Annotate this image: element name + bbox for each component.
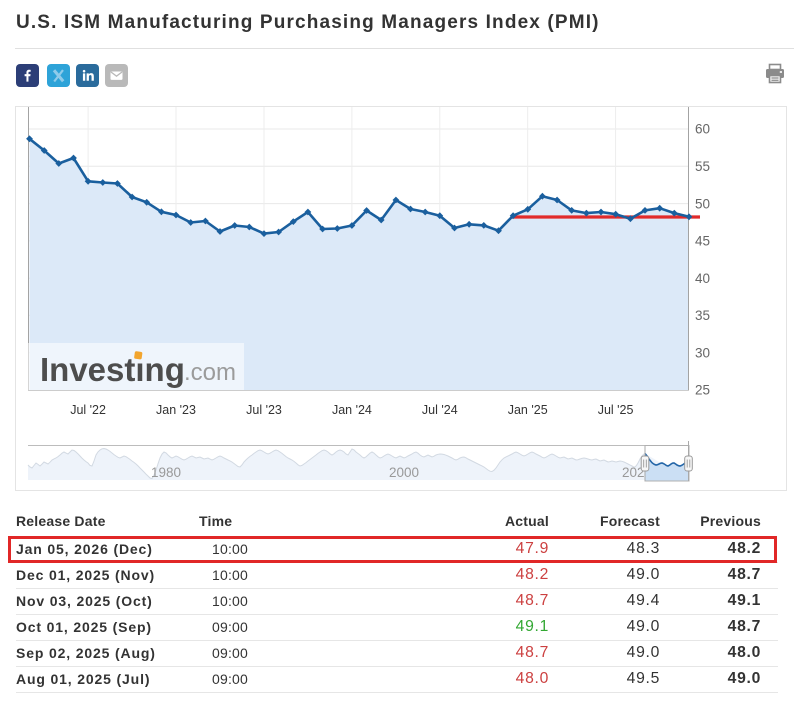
svg-text:Jan '24: Jan '24 xyxy=(332,403,372,417)
svg-text:35: 35 xyxy=(695,308,710,323)
svg-text:25: 25 xyxy=(695,383,710,398)
svg-text:.com: .com xyxy=(184,359,236,386)
svg-text:Jul '25: Jul '25 xyxy=(598,403,634,417)
svg-text:Jul '24: Jul '24 xyxy=(422,403,458,417)
svg-text:2000: 2000 xyxy=(389,465,419,480)
svg-text:Investıng: Investıng xyxy=(40,351,185,388)
svg-text:50: 50 xyxy=(695,196,710,211)
svg-text:45: 45 xyxy=(695,234,710,249)
svg-text:1980: 1980 xyxy=(151,465,181,480)
svg-text:60: 60 xyxy=(695,122,710,137)
svg-text:Jan '23: Jan '23 xyxy=(156,403,196,417)
svg-text:Jan '25: Jan '25 xyxy=(508,403,548,417)
svg-text:Jul '22: Jul '22 xyxy=(70,403,106,417)
svg-text:40: 40 xyxy=(695,271,710,286)
svg-text:Jul '23: Jul '23 xyxy=(246,403,282,417)
svg-text:55: 55 xyxy=(695,159,710,174)
svg-text:30: 30 xyxy=(695,345,710,360)
